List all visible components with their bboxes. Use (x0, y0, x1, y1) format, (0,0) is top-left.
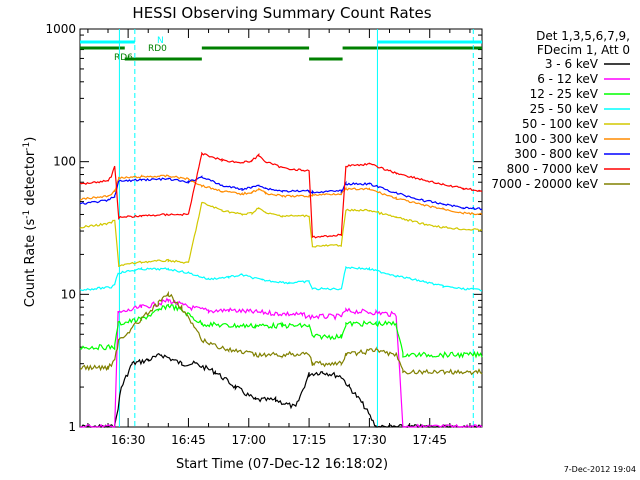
x-axis-label: Start Time (07-Dec-12 16:18:02) (176, 457, 388, 472)
series-line (79, 151, 483, 239)
y-axis-label: Count Rate (s-1 detector-1) (22, 137, 38, 308)
y-tick-label: 10 (61, 287, 76, 301)
legend-entry-label: 6 - 12 keV (537, 72, 599, 86)
x-tick-label: 17:45 (412, 433, 447, 447)
y-tick-label: 1 (68, 420, 76, 434)
chart-title: HESSI Observing Summary Count Rates (132, 4, 431, 22)
plot-area: 1 10 100 1000 16:30 16:45 17:00 17:15 17:30 17:45… (45, 22, 483, 447)
legend-entry-label: 800 - 7000 keV (507, 162, 599, 176)
legend-entry-label: 100 - 300 keV (514, 132, 598, 146)
series-line (79, 290, 483, 376)
legend: Det 1,3,5,6,7,9, FDecim 1, Att 0 3 - 6 k… (491, 29, 630, 191)
state-bar-label-n: N (157, 36, 164, 46)
series-line (79, 175, 483, 211)
y-axis-label-sup2: -1 (22, 142, 32, 151)
x-tick-label: 17:15 (292, 433, 327, 447)
footer-timestamp: 7-Dec-2012 19:04 (564, 465, 636, 474)
series-line (80, 352, 483, 428)
series-line (79, 266, 483, 292)
state-bar-label-rd0: RD0 (148, 44, 167, 54)
plot-frame (79, 28, 483, 428)
legend-entry-label: 25 - 50 keV (530, 102, 599, 116)
legend-header-line-2: FDecim 1, Att 0 (537, 43, 630, 57)
y-axis-label-sup1: -1 (22, 210, 32, 219)
series-line (79, 201, 483, 268)
y-tick-label: 100 (53, 155, 76, 169)
legend-header-line-1: Det 1,3,5,6,7,9, (536, 29, 630, 43)
legend-entry-label: 12 - 25 keV (530, 87, 599, 101)
legend-entry-label: 50 - 100 keV (522, 117, 599, 131)
y-tick-label: 1000 (45, 22, 76, 36)
x-tick-label: 16:45 (171, 433, 206, 447)
legend-entry-label: 300 - 800 keV (514, 147, 598, 161)
x-tick-label: 17:00 (231, 433, 266, 447)
series-line (79, 174, 483, 216)
svg-text:Count Rate (s-1 detector-1): Count Rate (s-1 detector-1) (22, 137, 38, 308)
legend-entry-label: 3 - 6 keV (545, 57, 599, 71)
x-tick-label: 16:30 (111, 433, 146, 447)
state-bar-label-rd6: RD6 (114, 53, 133, 63)
legend-entry-label: 7000 - 20000 keV (491, 177, 598, 191)
x-tick-label: 17:30 (352, 433, 387, 447)
series-line (80, 297, 483, 428)
series-line (79, 303, 483, 359)
